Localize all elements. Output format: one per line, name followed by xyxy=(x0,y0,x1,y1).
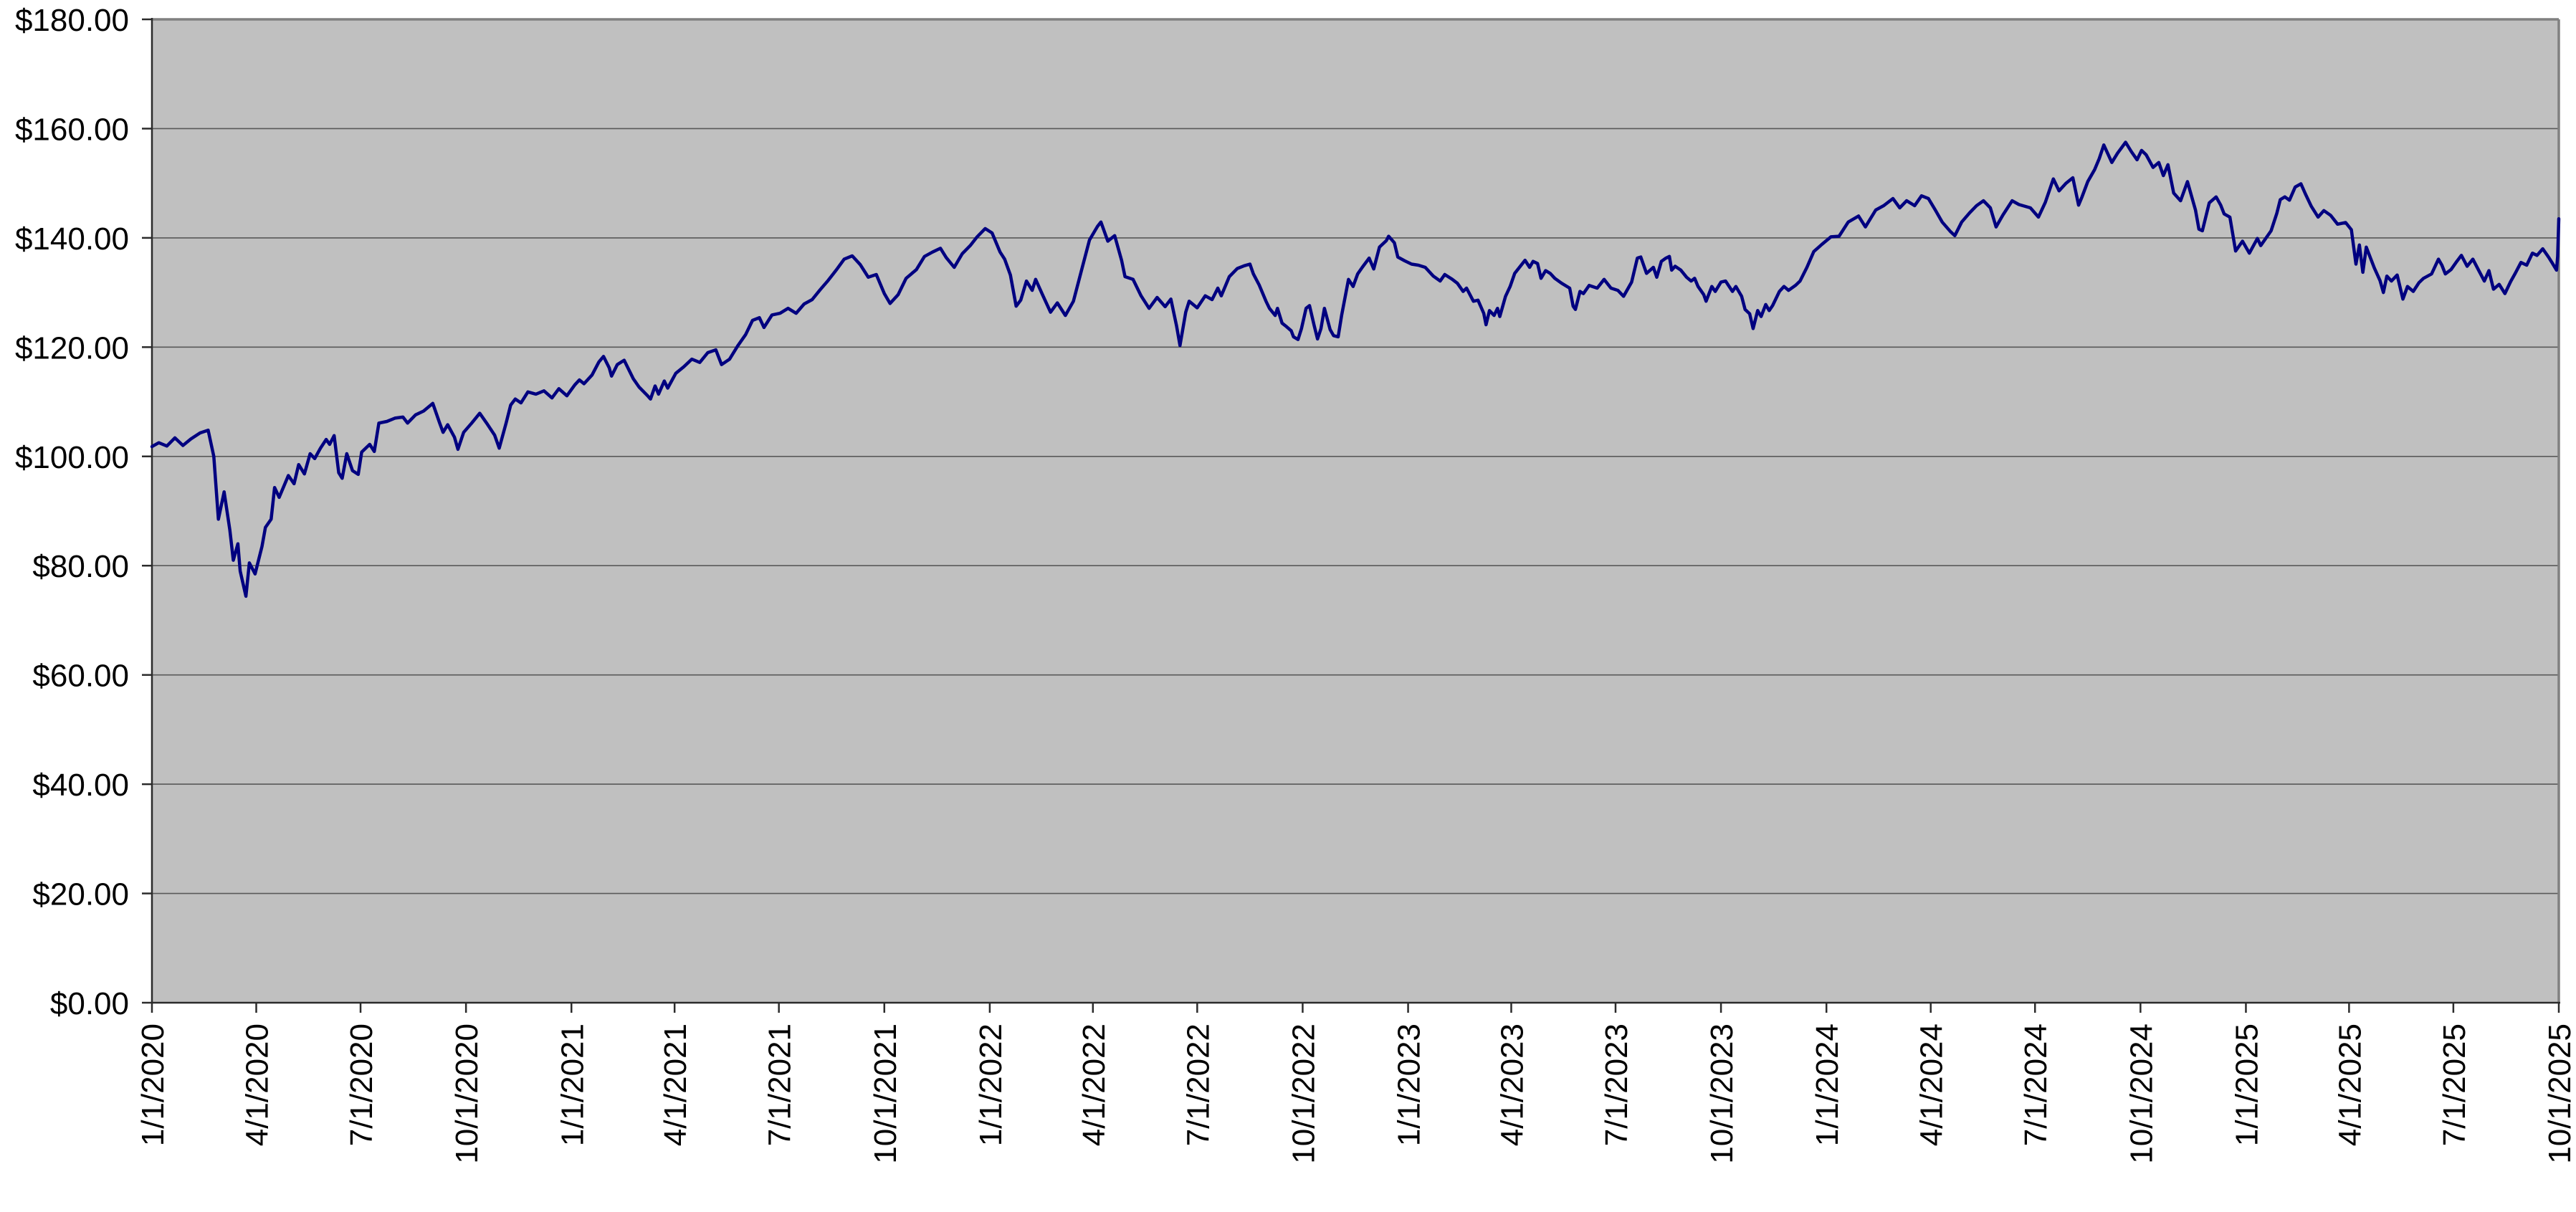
x-axis-tick-label: 10/1/2020 xyxy=(449,1023,485,1164)
y-axis-tick-label: $0.00 xyxy=(50,986,129,1021)
x-axis-tick-label: 1/1/2024 xyxy=(1810,1023,1845,1146)
x-axis-tick-label: 10/1/2024 xyxy=(2124,1023,2159,1164)
y-axis-tick-label: $40.00 xyxy=(32,768,129,803)
x-axis-tick-label: 7/1/2022 xyxy=(1180,1023,1216,1146)
x-axis-tick-label: 4/1/2022 xyxy=(1077,1023,1112,1146)
x-axis-tick-label: 1/1/2020 xyxy=(135,1023,171,1146)
y-axis-tick-label: $140.00 xyxy=(15,221,129,257)
x-axis-tick-label: 1/1/2021 xyxy=(555,1023,590,1146)
y-axis-tick-label: $20.00 xyxy=(32,877,129,912)
x-axis-tick-label: 4/1/2021 xyxy=(658,1023,693,1146)
price-line-series xyxy=(150,140,2561,598)
x-axis-tick-label: 1/1/2023 xyxy=(1392,1023,1427,1146)
x-axis-tick-label: 1/1/2025 xyxy=(2229,1023,2264,1146)
y-axis-tick-label: $80.00 xyxy=(32,549,129,584)
y-axis-tick-label: $180.00 xyxy=(15,3,129,38)
x-axis-tick-label: 7/1/2023 xyxy=(1599,1023,1634,1146)
x-axis-tick-label: 7/1/2024 xyxy=(2018,1023,2053,1146)
plot-area-background xyxy=(152,19,2559,1003)
x-axis-tick-label: 7/1/2025 xyxy=(2437,1023,2472,1146)
y-axis-tick-label: $100.00 xyxy=(15,440,129,475)
x-axis-tick-label: 7/1/2021 xyxy=(763,1023,798,1146)
x-axis-tick-label: 10/1/2025 xyxy=(2542,1023,2576,1164)
x-axis-tick-label: 10/1/2022 xyxy=(1286,1023,1321,1164)
x-axis-tick-label: 4/1/2020 xyxy=(240,1023,275,1146)
x-axis-tick-label: 10/1/2021 xyxy=(868,1023,903,1164)
x-axis-tick-label: 4/1/2024 xyxy=(1914,1023,1950,1146)
x-axis-tick-label: 7/1/2020 xyxy=(344,1023,379,1146)
y-axis-tick-label: $160.00 xyxy=(15,112,129,147)
x-axis-tick-label: 4/1/2025 xyxy=(2332,1023,2367,1146)
x-axis-tick-label: 4/1/2023 xyxy=(1494,1023,1530,1146)
x-axis-tick-label: 1/1/2022 xyxy=(973,1023,1008,1146)
x-axis-tick-label: 10/1/2023 xyxy=(1704,1023,1740,1164)
y-axis-tick-label: $120.00 xyxy=(15,330,129,366)
y-axis-tick-label: $60.00 xyxy=(32,659,129,694)
